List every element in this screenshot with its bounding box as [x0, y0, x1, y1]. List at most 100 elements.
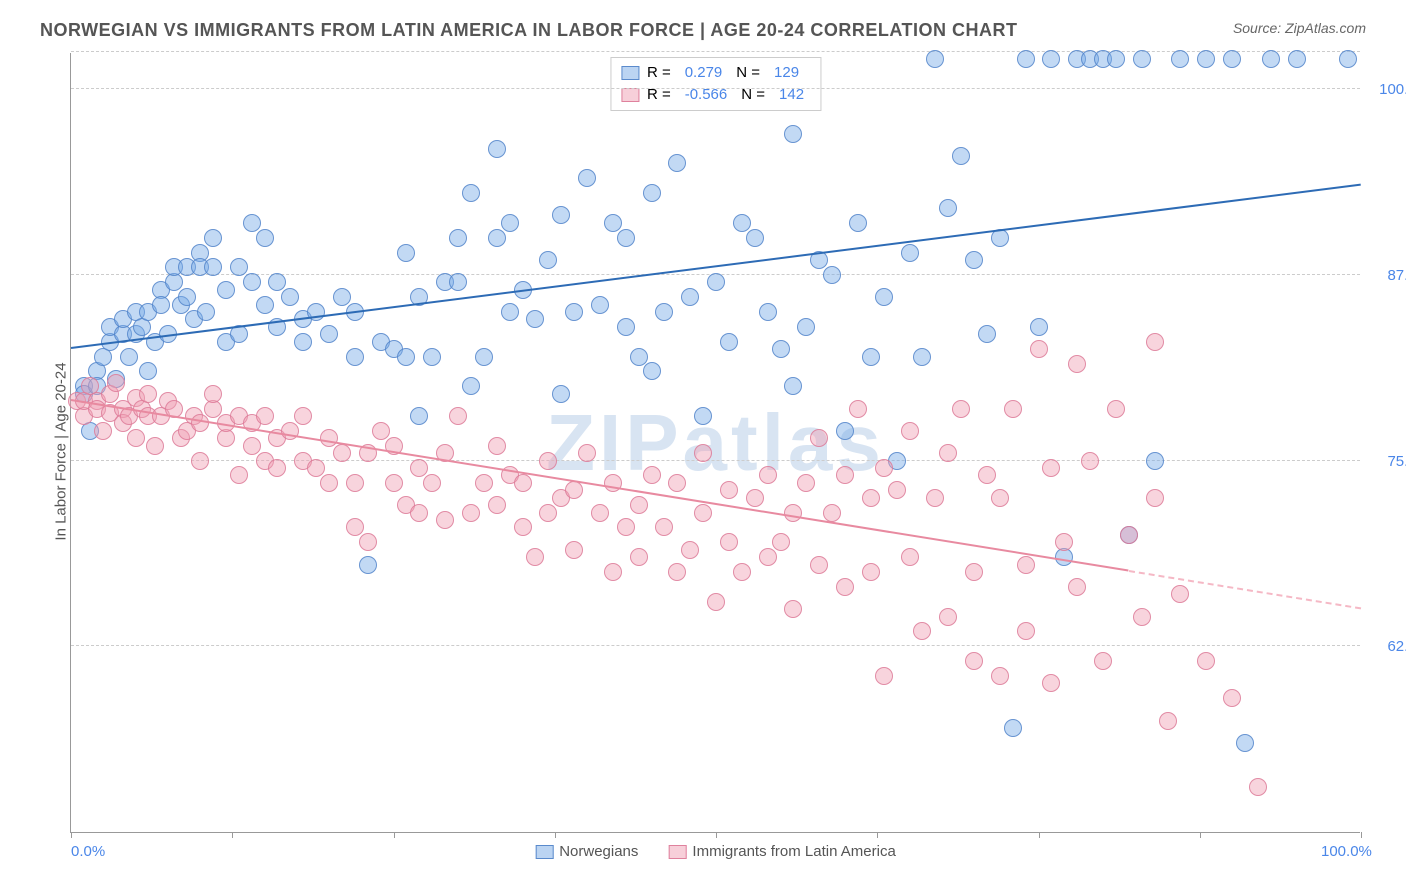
data-point — [1068, 578, 1086, 596]
data-point — [107, 374, 125, 392]
data-point — [475, 348, 493, 366]
data-point — [875, 459, 893, 477]
data-point — [436, 511, 454, 529]
data-point — [759, 303, 777, 321]
data-point — [565, 303, 583, 321]
source-attribution: Source: ZipAtlas.com — [1233, 20, 1366, 36]
data-point — [720, 533, 738, 551]
data-point — [1133, 50, 1151, 68]
x-tick-mark — [71, 832, 72, 838]
x-tick-mark — [877, 832, 878, 838]
bottom-legend: Norwegians Immigrants from Latin America — [535, 843, 896, 860]
data-point — [1120, 526, 1138, 544]
data-point — [1094, 652, 1112, 670]
data-point — [901, 422, 919, 440]
data-point — [475, 474, 493, 492]
data-point — [875, 288, 893, 306]
data-point — [1146, 452, 1164, 470]
data-point — [784, 377, 802, 395]
data-point — [720, 481, 738, 499]
data-point — [359, 533, 377, 551]
x-tick-mark — [394, 832, 395, 838]
data-point — [1197, 652, 1215, 670]
data-point — [462, 184, 480, 202]
x-tick-mark — [555, 832, 556, 838]
data-point — [939, 608, 957, 626]
data-point — [694, 504, 712, 522]
data-point — [449, 273, 467, 291]
data-point — [488, 437, 506, 455]
data-point — [462, 377, 480, 395]
data-point — [243, 273, 261, 291]
data-point — [120, 348, 138, 366]
data-point — [965, 652, 983, 670]
data-point — [1042, 674, 1060, 692]
data-point — [462, 504, 480, 522]
data-point — [643, 184, 661, 202]
data-point — [372, 422, 390, 440]
data-point — [578, 444, 596, 462]
data-point — [217, 281, 235, 299]
data-point — [784, 600, 802, 618]
data-point — [759, 466, 777, 484]
n-value-norwegians: 129 — [774, 62, 799, 84]
data-point — [823, 266, 841, 284]
data-point — [204, 258, 222, 276]
data-point — [797, 318, 815, 336]
trend-line — [1129, 570, 1362, 609]
data-point — [488, 229, 506, 247]
data-point — [514, 474, 532, 492]
data-point — [668, 474, 686, 492]
data-point — [1042, 459, 1060, 477]
data-point — [1081, 452, 1099, 470]
data-point — [630, 496, 648, 514]
correlation-stats-box: R = 0.279 N = 129 R = -0.566 N = 142 — [610, 57, 821, 111]
data-point — [320, 474, 338, 492]
data-point — [991, 667, 1009, 685]
data-point — [746, 229, 764, 247]
data-point — [320, 429, 338, 447]
data-point — [281, 288, 299, 306]
swatch-blue-icon — [535, 845, 553, 859]
source-prefix: Source: — [1233, 20, 1285, 36]
data-point — [243, 214, 261, 232]
data-point — [643, 466, 661, 484]
x-tick-mark — [232, 832, 233, 838]
data-point — [1223, 50, 1241, 68]
data-point — [591, 296, 609, 314]
data-point — [1171, 585, 1189, 603]
data-point — [127, 429, 145, 447]
data-point — [681, 288, 699, 306]
data-point — [1262, 50, 1280, 68]
data-point — [514, 518, 532, 536]
data-point — [1055, 533, 1073, 551]
data-point — [759, 548, 777, 566]
data-point — [578, 169, 596, 187]
data-point — [230, 466, 248, 484]
data-point — [926, 50, 944, 68]
data-point — [204, 229, 222, 247]
data-point — [1197, 50, 1215, 68]
gridline — [71, 645, 1360, 646]
data-point — [204, 385, 222, 403]
data-point — [913, 348, 931, 366]
data-point — [643, 362, 661, 380]
data-point — [810, 556, 828, 574]
trend-line — [71, 399, 1129, 572]
data-point — [926, 489, 944, 507]
data-point — [1171, 50, 1189, 68]
data-point — [146, 437, 164, 455]
legend-item-norwegians: Norwegians — [535, 843, 638, 860]
data-point — [862, 489, 880, 507]
x-tick-mark — [1200, 832, 1201, 838]
data-point — [668, 154, 686, 172]
data-point — [1288, 50, 1306, 68]
data-point — [423, 474, 441, 492]
y-tick-label: 100.0% — [1379, 81, 1406, 98]
data-point — [888, 481, 906, 499]
data-point — [1068, 355, 1086, 373]
data-point — [1249, 778, 1267, 796]
stats-row-norwegians: R = 0.279 N = 129 — [621, 62, 810, 84]
data-point — [707, 273, 725, 291]
plot-area: ZIPatlas In Labor Force | Age 20-24 R = … — [70, 53, 1360, 833]
